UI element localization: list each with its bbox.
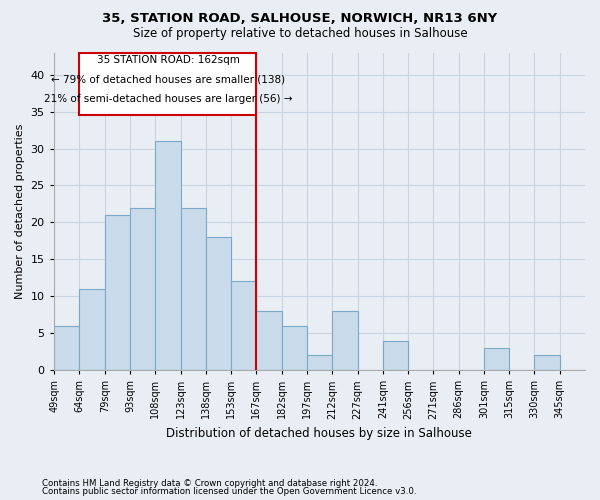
FancyBboxPatch shape <box>79 52 256 116</box>
Bar <box>155 141 181 370</box>
Bar <box>105 215 130 370</box>
Text: Contains public sector information licensed under the Open Government Licence v3: Contains public sector information licen… <box>42 487 416 496</box>
Text: Size of property relative to detached houses in Salhouse: Size of property relative to detached ho… <box>133 28 467 40</box>
Bar <box>231 282 256 370</box>
Bar <box>332 311 358 370</box>
X-axis label: Distribution of detached houses by size in Salhouse: Distribution of detached houses by size … <box>166 427 472 440</box>
Bar <box>181 208 206 370</box>
Bar <box>130 208 155 370</box>
Bar <box>79 289 105 370</box>
Y-axis label: Number of detached properties: Number of detached properties <box>15 124 25 299</box>
Text: ← 79% of detached houses are smaller (138): ← 79% of detached houses are smaller (13… <box>51 74 285 85</box>
Text: 35, STATION ROAD, SALHOUSE, NORWICH, NR13 6NY: 35, STATION ROAD, SALHOUSE, NORWICH, NR1… <box>103 12 497 26</box>
Bar <box>54 326 79 370</box>
Text: 21% of semi-detached houses are larger (56) →: 21% of semi-detached houses are larger (… <box>44 94 292 104</box>
Text: Contains HM Land Registry data © Crown copyright and database right 2024.: Contains HM Land Registry data © Crown c… <box>42 478 377 488</box>
Bar <box>256 311 281 370</box>
Bar <box>206 237 231 370</box>
Bar <box>535 356 560 370</box>
Bar <box>484 348 509 370</box>
Bar <box>383 340 408 370</box>
Bar <box>307 356 332 370</box>
Text: 35 STATION ROAD: 162sqm: 35 STATION ROAD: 162sqm <box>97 54 239 64</box>
Bar <box>281 326 307 370</box>
